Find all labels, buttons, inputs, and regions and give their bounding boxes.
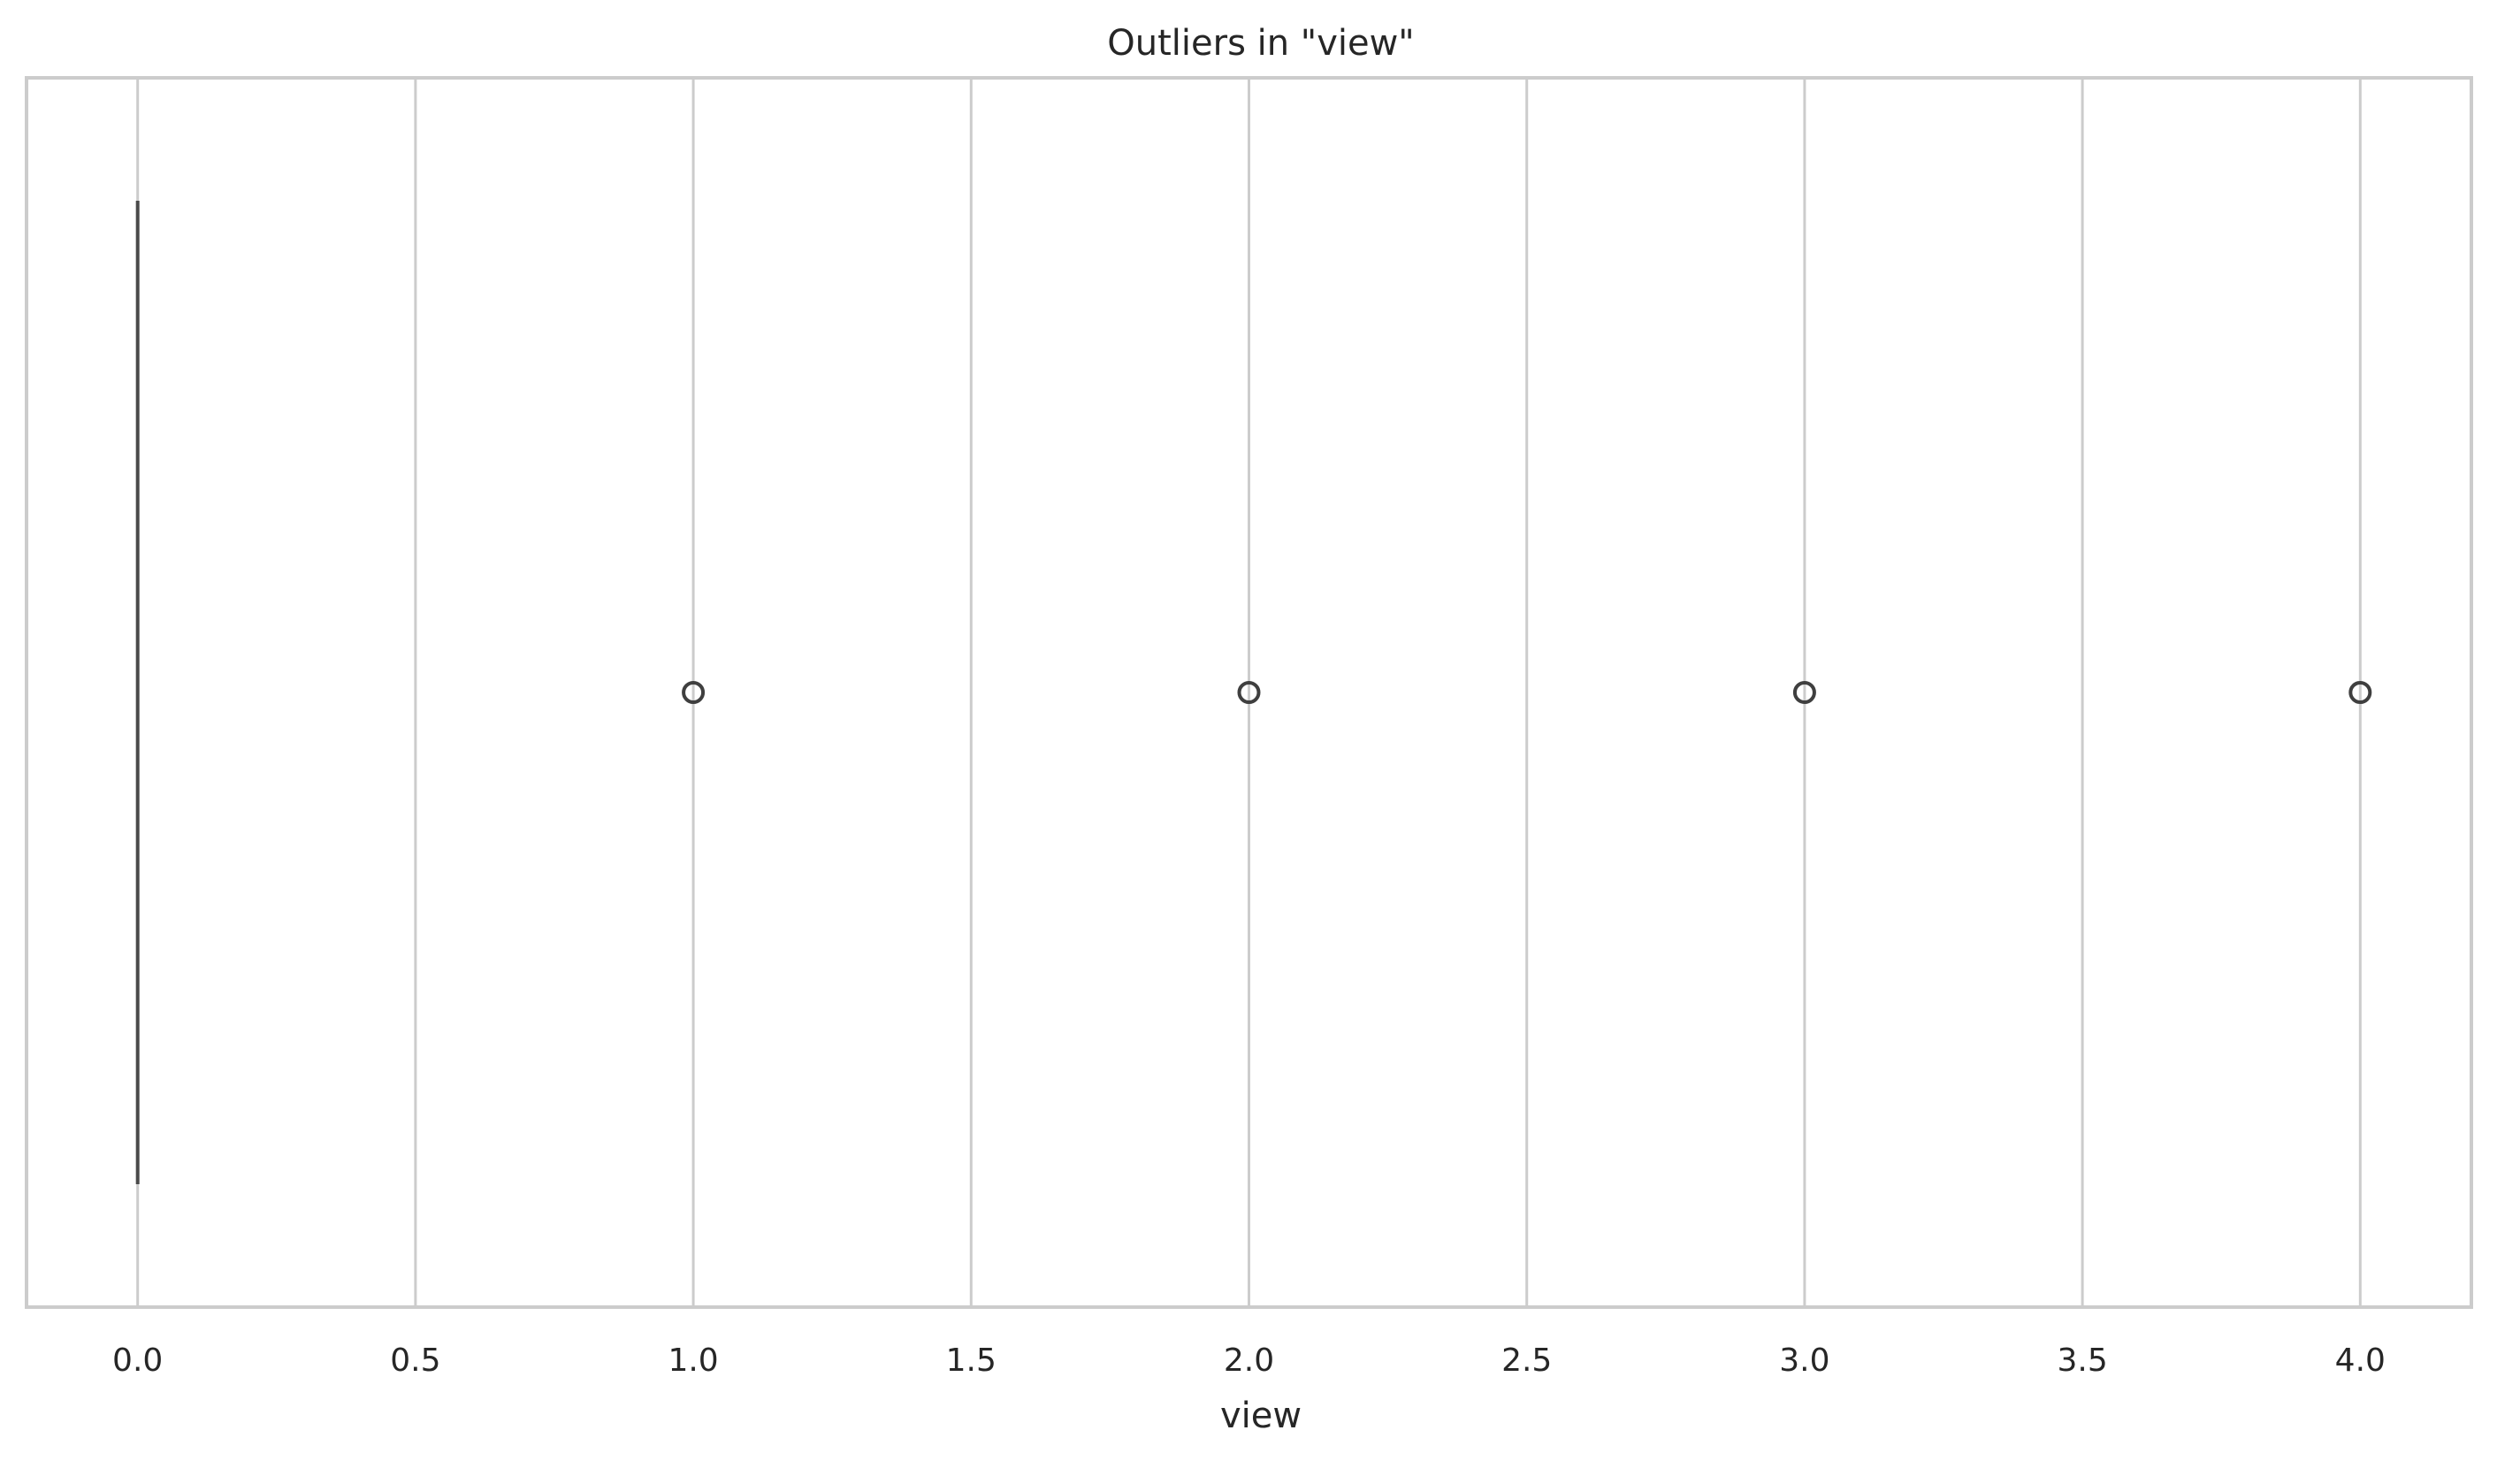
grid-lines — [136, 78, 2362, 1307]
x-axis-label: view — [1220, 1396, 1302, 1436]
outlier-points — [682, 681, 2372, 704]
x-tick-label-7: 3.5 — [2057, 1342, 2107, 1379]
x-tick-label-8: 4.0 — [2335, 1342, 2386, 1379]
outlier-point-3 — [2348, 681, 2372, 704]
outlier-point-2 — [1792, 681, 1816, 704]
x-axis-ticks: 0.0 0.5 1.0 1.5 2.0 2.5 3.0 3.5 4.0 — [112, 1342, 2386, 1379]
x-tick-label-4: 2.0 — [1224, 1342, 1274, 1379]
outlier-point-1 — [1237, 681, 1261, 704]
x-tick-label-0: 0.0 — [112, 1342, 163, 1379]
x-tick-label-3: 1.5 — [946, 1342, 997, 1379]
outlier-point-0 — [682, 681, 706, 704]
x-tick-label-2: 1.0 — [668, 1342, 718, 1379]
chart-title: Outliers in "view" — [1107, 23, 1414, 64]
x-tick-label-1: 0.5 — [390, 1342, 440, 1379]
x-tick-label-5: 2.5 — [1501, 1342, 1552, 1379]
plot-frame — [25, 76, 2473, 1309]
x-tick-label-6: 3.0 — [1779, 1342, 1829, 1379]
